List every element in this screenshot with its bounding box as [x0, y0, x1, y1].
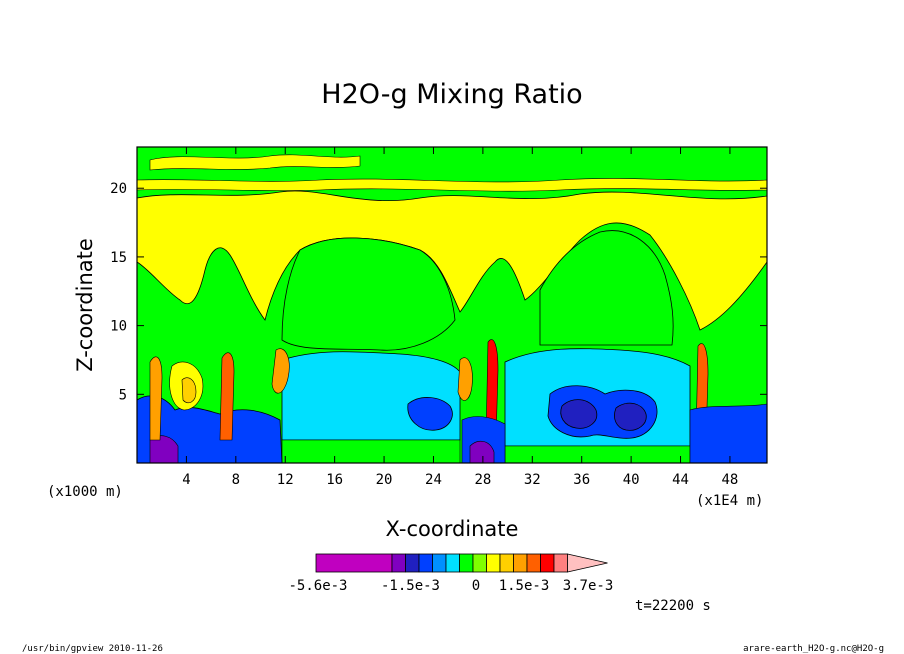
x-tick-label: 8 [232, 472, 240, 488]
colorbar-label-5: 3.7e-3 [563, 578, 614, 594]
y-tick-label: 20 [110, 181, 127, 197]
colorbar-label-2: -1.5e-3 [381, 578, 440, 594]
contour-fill [136, 154, 768, 464]
x-axis: 4 8 12 16 20 24 28 32 36 40 44 48 [182, 147, 738, 488]
contour-band-right-low [689, 403, 768, 464]
plume-3 [271, 348, 290, 394]
colorbar-cell [499, 553, 514, 573]
x-axis-label: X-coordinate [386, 517, 519, 541]
colorbar-cell [418, 553, 433, 573]
colorbar-cell [540, 553, 555, 573]
contour-band-yellow-top2 [149, 154, 361, 171]
contour-band-green-right [539, 230, 674, 346]
plume-2 [219, 352, 235, 441]
x-tick-label: 12 [277, 472, 294, 488]
x-tick-label: 48 [722, 472, 739, 488]
footer-right: arare-earth_H2O-g.nc@H2O-g [743, 644, 884, 654]
y-tick-label: 10 [110, 319, 127, 335]
colorbar-label-3: 0 [472, 578, 480, 594]
y-axis-label: Z-coordinate [73, 238, 97, 372]
colorbar-cell [472, 553, 487, 573]
contour-band-blue-1 [407, 397, 453, 431]
colorbar-label-4: 1.5e-3 [499, 578, 550, 594]
contour-band-green-center [281, 237, 456, 351]
colorbar-cell [486, 553, 501, 573]
x-unit-label: (x1E4 m) [696, 493, 763, 509]
y-tick-label: 5 [119, 387, 127, 403]
colorbar-cell [391, 553, 406, 573]
x-tick-label: 28 [474, 472, 491, 488]
plot-area [136, 146, 768, 464]
contour-band-mid-violet [469, 440, 495, 464]
colorbar-arrow [567, 553, 608, 573]
time-label: t=22200 s [635, 598, 711, 614]
colorbar-cell [315, 553, 393, 573]
y-axis: 5 10 15 20 [110, 181, 767, 403]
colorbar-cell [526, 553, 541, 573]
colorbar-cell [459, 553, 474, 573]
x-tick-label: 20 [376, 472, 393, 488]
plume-4 [457, 357, 473, 401]
contour-band-navy-1 [560, 399, 598, 429]
x-tick-label: 16 [326, 472, 343, 488]
x-tick-label: 44 [672, 472, 689, 488]
x-tick-label: 32 [524, 472, 541, 488]
chart-title: H2O-g Mixing Ratio [321, 79, 582, 110]
footer-left: /usr/bin/gpview 2010-11-26 [22, 644, 163, 654]
colorbar-labels: -5.6e-3 -1.5e-3 0 1.5e-3 3.7e-3 [288, 578, 613, 594]
colorbar-label-1: -5.6e-3 [288, 578, 347, 594]
colorbar-cell [445, 553, 460, 573]
y-unit-label: (x1000 m) [47, 484, 123, 500]
y-tick-label: 15 [110, 250, 127, 266]
colorbar-cell [432, 553, 447, 573]
x-tick-label: 4 [182, 472, 190, 488]
contour-band-navy-2 [614, 402, 647, 431]
x-tick-label: 40 [623, 472, 640, 488]
x-tick-label: 24 [425, 472, 442, 488]
colorbar-cell [553, 553, 568, 573]
colorbar [315, 553, 608, 573]
plot-frame [136, 146, 768, 464]
x-tick-label: 36 [573, 472, 590, 488]
contour-band-left-orange [181, 377, 197, 404]
colorbar-cell [513, 553, 528, 573]
plume-1 [149, 356, 163, 441]
colorbar-cell [405, 553, 420, 573]
